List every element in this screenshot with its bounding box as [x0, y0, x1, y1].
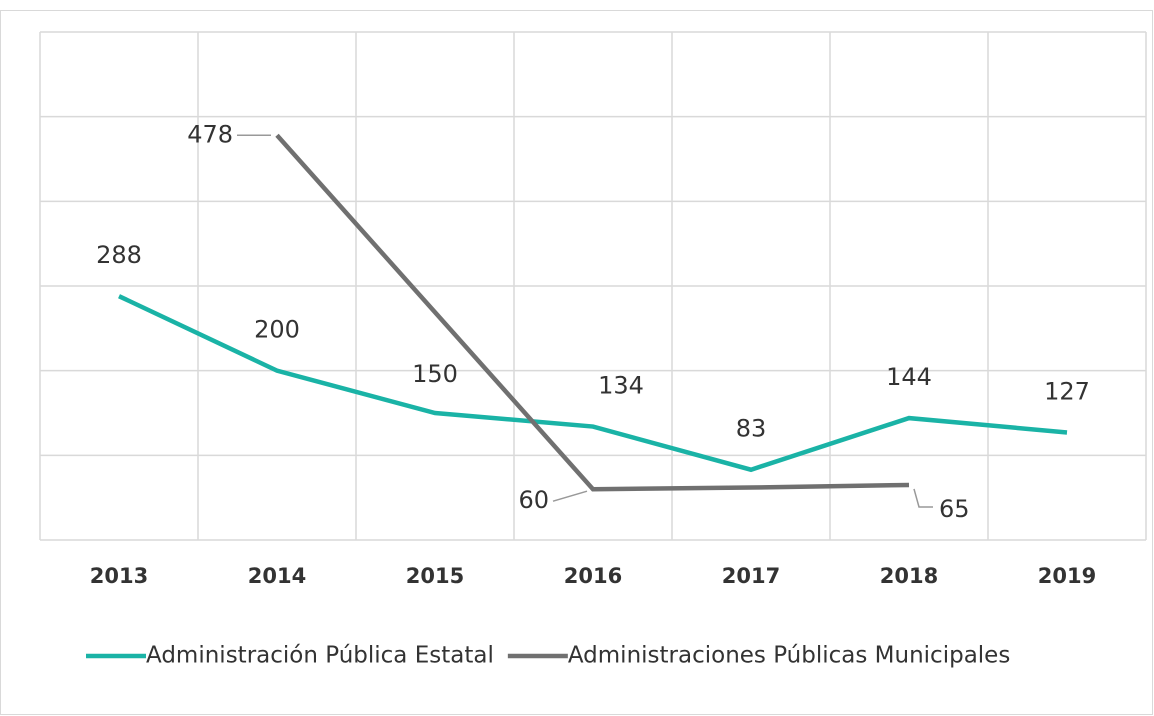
line-series	[275, 133, 910, 492]
x-tick-label: 2019	[1038, 564, 1096, 588]
x-tick-label: 2018	[880, 564, 938, 588]
x-tick-label: 2013	[90, 564, 148, 588]
data-label: 83	[736, 415, 767, 443]
data-label: 478	[187, 120, 233, 148]
x-tick-label: 2017	[722, 564, 780, 588]
x-tick-label: 2014	[248, 564, 306, 588]
data-label: 134	[598, 372, 644, 400]
leader-line	[913, 488, 933, 508]
x-tick-label: 2016	[564, 564, 622, 588]
data-label: 65	[939, 495, 970, 523]
data-label: 288	[96, 241, 142, 269]
x-tick-label: 2015	[406, 564, 464, 588]
data-label: 200	[254, 316, 300, 344]
data-label: 150	[412, 360, 458, 388]
data-label: 127	[1044, 377, 1090, 405]
leader-line	[552, 490, 588, 502]
legend-label: Administraciones Públicas Municipales	[568, 643, 1010, 669]
frame	[0, 10, 1153, 715]
data-label: 60	[518, 486, 549, 514]
legend-label: Administración Pública Estatal	[146, 643, 494, 669]
line-series	[118, 294, 1068, 473]
data-label: 144	[886, 363, 932, 391]
